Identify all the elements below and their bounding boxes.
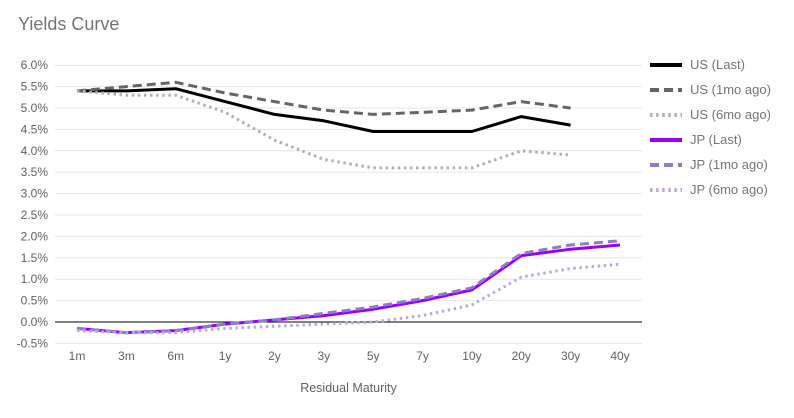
y-tick-label: 2.0%	[21, 229, 49, 243]
series-line-jp-1mo-ago	[76, 239, 621, 335]
y-tick-label: 4.5%	[21, 122, 49, 136]
x-tick-label: 6m	[167, 349, 184, 363]
legend-swatch-us-1mo-ago	[650, 87, 682, 92]
x-axis-title: Residual Maturity	[300, 381, 397, 395]
x-tick-label: 20y	[512, 349, 531, 363]
y-tick-label: 3.5%	[21, 165, 49, 179]
x-tick-label: 7y	[416, 349, 429, 363]
chart-title: Yields Curve	[18, 14, 120, 34]
x-tick-label: 5y	[367, 349, 380, 363]
legend-item-us-6mo-ago: US (6mo ago)	[650, 102, 790, 127]
legend-item-jp-6mo-ago: JP (6mo ago)	[650, 177, 790, 202]
legend-label: US (Last)	[690, 57, 745, 72]
legend-label: JP (6mo ago)	[690, 182, 768, 197]
legend-item-jp-last: JP (Last)	[650, 127, 790, 152]
series-line-us-last	[77, 87, 571, 133]
y-tick-label: 1.0%	[21, 272, 49, 286]
legend-label: US (1mo ago)	[690, 82, 771, 97]
legend-swatch-jp-6mo-ago	[650, 187, 682, 192]
legend-swatch-us-last	[650, 62, 682, 67]
x-tick-label: 1y	[219, 349, 232, 363]
legend-swatch-jp-1mo-ago	[650, 162, 682, 167]
x-tick-label: 30y	[561, 349, 580, 363]
y-tick-label: 5.0%	[21, 101, 49, 115]
x-tick-label: 3m	[118, 349, 135, 363]
legend-swatch-us-6mo-ago	[650, 112, 682, 117]
series-line-us-1mo-ago	[76, 80, 571, 116]
legend-item-us-last: US (Last)	[650, 52, 790, 77]
x-tick-label: 40y	[610, 349, 629, 363]
y-tick-label: 0.0%	[21, 315, 49, 329]
y-tick-label: 2.5%	[21, 208, 49, 222]
x-tick-label: 10y	[462, 349, 481, 363]
y-tick-label: 6.0%	[21, 58, 49, 72]
y-tick-label: 0.5%	[21, 294, 49, 308]
legend-label: JP (Last)	[690, 132, 742, 147]
legend-label: US (6mo ago)	[690, 107, 771, 122]
y-tick-label: 3.0%	[21, 187, 49, 201]
legend-swatch-jp-last	[650, 137, 682, 142]
y-tick-label: 4.0%	[21, 144, 49, 158]
y-tick-label: -0.5%	[17, 336, 49, 350]
legend: US (Last) US (1mo ago) US (6mo ago) JP (Las…	[650, 52, 790, 202]
series-line-us-6mo-ago	[76, 89, 571, 170]
legend-item-us-1mo-ago: US (1mo ago)	[650, 77, 790, 102]
x-tick-label: 3y	[317, 349, 330, 363]
legend-label: JP (1mo ago)	[690, 157, 768, 172]
x-tick-label: 2y	[268, 349, 281, 363]
y-tick-label: 5.5%	[21, 80, 49, 94]
x-tick-label: 1m	[69, 349, 86, 363]
y-tick-label: 1.5%	[21, 251, 49, 265]
legend-item-jp-1mo-ago: JP (1mo ago)	[650, 152, 790, 177]
